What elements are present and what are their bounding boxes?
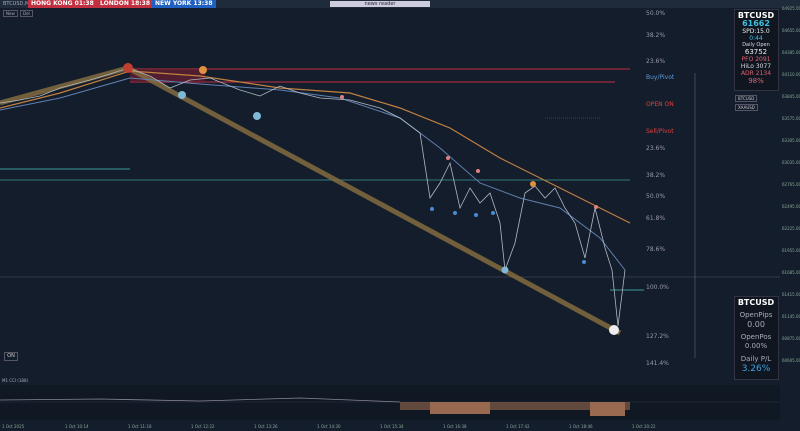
price-label: 63845.00 — [782, 94, 800, 99]
fib-level: 23.6% — [646, 145, 666, 152]
clock: NEW YORK 13:38 — [152, 0, 216, 8]
position-pips: 0.00 — [747, 320, 765, 329]
time-label: 1 Oct 12:22 — [191, 424, 215, 429]
info-daily-open-label: Daily Open — [742, 42, 770, 48]
info-symbol: BTCUSD — [737, 11, 775, 20]
price-label: 64655.00 — [782, 28, 800, 33]
clock: HONG KONG 01:38 — [28, 0, 97, 8]
price-label: 61955.00 — [782, 248, 800, 253]
fib-level: Buy/Pivot — [646, 74, 675, 81]
symbol-button[interactable]: BTCUSD — [735, 95, 758, 102]
position-pos: 0.00% — [744, 342, 768, 350]
fib-level: 50.0% — [646, 193, 666, 200]
fib-level: 141.4% — [646, 360, 669, 367]
position-panel — [734, 296, 779, 380]
indicator-label: M1 CCI (188) — [2, 378, 29, 383]
price-label: 64385.00 — [782, 50, 800, 55]
time-label: 1 Oct 20:22 — [632, 424, 656, 429]
info-spread: SPD:15.0 — [742, 28, 770, 35]
price-label: 60875.00 — [782, 336, 800, 341]
price-label: 61685.00 — [782, 270, 800, 275]
fib-level: Sell/Pivot — [646, 128, 674, 135]
time-label: 1 Oct 10:14 — [65, 424, 89, 429]
fib-level: 50.0% — [646, 10, 666, 17]
info-panel — [734, 9, 779, 91]
on-button[interactable]: ON — [4, 352, 18, 361]
price-label: 64925.00 — [782, 6, 800, 11]
info-daily-open: 63752 — [744, 48, 768, 56]
time-label: 1 Oct 14:30 — [317, 424, 341, 429]
fib-level: 38.2% — [646, 32, 666, 39]
chart — [0, 8, 780, 420]
fib-level: 100.0% — [646, 284, 669, 291]
price-label: 61145.00 — [782, 314, 800, 319]
price-label: 64110.00 — [782, 72, 800, 77]
time-label: 1 Oct 18:46 — [569, 424, 593, 429]
fib-level: 127.2% — [646, 333, 669, 340]
time-label: 1 Oct 11:18 — [128, 424, 152, 429]
fib-level: 61.8% — [646, 215, 666, 222]
position-symbol: BTCUSD — [737, 298, 775, 307]
time-label: 1 Oct 16:38 — [443, 424, 467, 429]
info-adr: ADR 2134 — [740, 70, 772, 77]
time-label: 1 Oct 13:26 — [254, 424, 278, 429]
price-label: 61415.00 — [782, 292, 800, 297]
symbol-button[interactable]: XAAUSD — [735, 104, 758, 111]
price-label: 63305.00 — [782, 138, 800, 143]
fib-level: 78.6% — [646, 246, 666, 253]
price-label: 62495.00 — [782, 204, 800, 209]
price-label: 62225.00 — [782, 226, 800, 231]
position-pos-label: OpenPos — [740, 333, 772, 341]
price-label: 62765.00 — [782, 182, 800, 187]
fib-level: 38.2% — [646, 172, 666, 179]
window-title: BTCUSD,M1 — [3, 1, 33, 7]
price-label: 63575.00 — [782, 116, 800, 121]
position-pl: 3.26% — [741, 364, 771, 374]
position-pl-label: Daily P/L — [740, 355, 772, 363]
news-reader[interactable]: news reader — [330, 1, 430, 7]
position-pips-label: OpenPips — [739, 311, 773, 319]
clock: LONDON 18:38 — [97, 0, 154, 8]
price-label: 60605.00 — [782, 358, 800, 363]
info-hilo: HiLo 3077 — [740, 63, 772, 70]
fib-level: OPEN ON — [646, 101, 674, 108]
time-label: 1 Oct 2025 — [2, 424, 25, 429]
fib-level: 23.6% — [646, 58, 666, 65]
toolbar-button[interactable]: New — [3, 10, 18, 17]
toolbar-button[interactable]: Del — [20, 10, 33, 17]
info-adr-pct: 98% — [748, 77, 764, 85]
info-pfo: PFO 2091 — [741, 56, 771, 63]
price-label: 63035.00 — [782, 160, 800, 165]
time-label: 1 Oct 17:42 — [506, 424, 530, 429]
time-label: 1 Oct 15:34 — [380, 424, 404, 429]
info-price: 61662 — [742, 19, 770, 28]
info-timer: 0:44 — [749, 35, 763, 42]
